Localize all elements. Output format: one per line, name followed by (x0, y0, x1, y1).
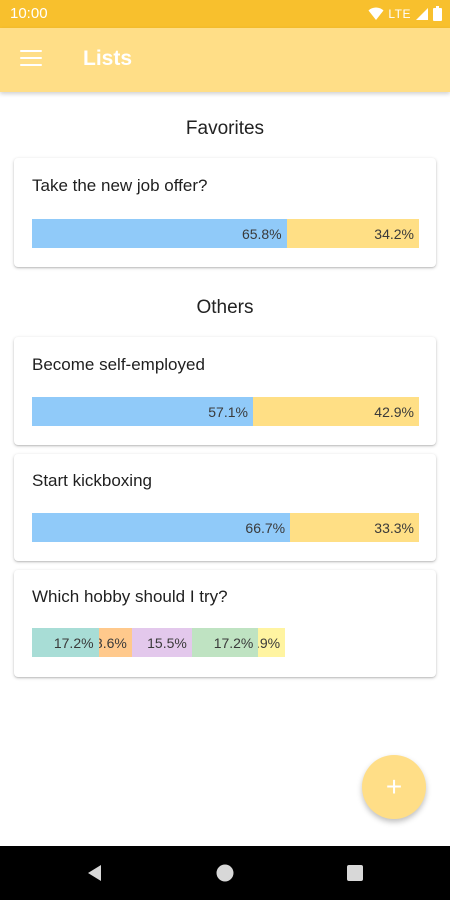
result-segment: 15.5% (131, 628, 192, 657)
back-icon[interactable] (85, 863, 105, 883)
list-card-become-self-employed[interactable]: Become self-employed 57.1% 42.9% (14, 337, 436, 445)
result-bar: 17.2% 8.6% 15.5% 17.2% 6.9% (32, 628, 419, 657)
status-time: 10:00 (10, 5, 48, 22)
wifi-icon (368, 7, 384, 20)
home-icon[interactable] (215, 863, 235, 883)
result-bar: 57.1% 42.9% (32, 397, 419, 426)
menu-icon[interactable] (20, 50, 42, 68)
result-segment: 57.1% (32, 397, 253, 426)
card-title: Which hobby should I try? (32, 587, 228, 606)
add-list-button[interactable]: + (362, 755, 426, 819)
result-segment: 8.6% (98, 628, 132, 657)
result-segment: 66.7% (32, 513, 291, 542)
status-bar: 10:00 LTE (0, 0, 450, 28)
favorites-section-title: Favorites (185, 118, 265, 139)
card-title: Become self-employed (32, 355, 205, 374)
list-card-take-the-new-job-offer[interactable]: Take the new job offer? 65.8% 34.2% (14, 158, 436, 267)
result-segment: 42.9% (252, 397, 419, 426)
result-bar: 66.7% 33.3% (32, 513, 419, 542)
list-card-which-hobby-should-i-try[interactable]: Which hobby should I try? 17.2% 8.6% 15.… (14, 570, 436, 677)
list-card-start-kickboxing[interactable]: Start kickboxing 66.7% 33.3% (14, 454, 436, 561)
battery-icon (433, 6, 442, 21)
navigation-bar (0, 846, 450, 900)
recents-icon[interactable] (345, 863, 365, 883)
others-section-title: Others (196, 297, 254, 318)
card-title: Start kickboxing (32, 471, 152, 490)
result-segment: 34.2% (286, 219, 419, 248)
result-segment: 65.8% (32, 219, 287, 248)
result-segment: 17.2% (191, 628, 259, 657)
app-bar: Lists (0, 28, 450, 92)
signal-icon (416, 7, 428, 20)
page-title: Lists (83, 47, 133, 70)
network-type-label: LTE (388, 6, 411, 21)
result-segment: 33.3% (290, 513, 419, 542)
plus-icon: + (385, 771, 403, 802)
card-title: Take the new job offer? (32, 176, 208, 195)
result-segment: 17.2% (32, 628, 99, 657)
result-bar: 65.8% 34.2% (32, 219, 419, 248)
status-icons: LTE (368, 6, 442, 21)
result-segment: 6.9% (258, 628, 286, 657)
